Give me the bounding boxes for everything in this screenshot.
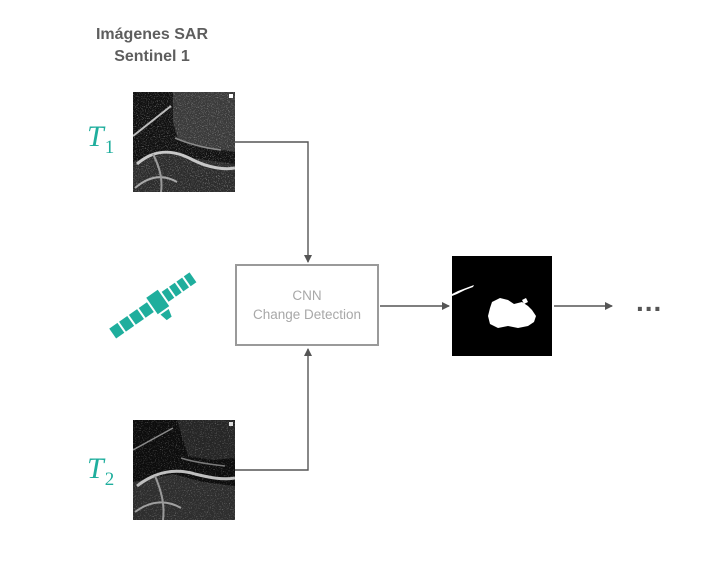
t2-subscript: 2 [104,469,115,490]
sar-image-t1 [133,92,235,192]
title-line-2: Sentinel 1 [114,48,190,65]
t2-symbol: T [87,452,104,485]
t1-symbol: T [87,120,104,153]
cnn-change-detection-box: CNN Change Detection [235,264,379,346]
satellite-icon [104,264,200,348]
continuation-ellipsis: ... [636,286,663,317]
t2-label: T2 [87,452,115,490]
change-mask-output [452,256,552,356]
change-detection-label: Change Detection [252,307,362,322]
t1-label: T1 [87,120,115,158]
diagram-title: Imágenes SAR Sentinel 1 [62,24,242,68]
title-line-1: Imágenes SAR [95,26,209,43]
sar-image-t2 [133,420,235,520]
t1-subscript: 1 [104,137,115,158]
cnn-label: CNN [292,288,322,303]
